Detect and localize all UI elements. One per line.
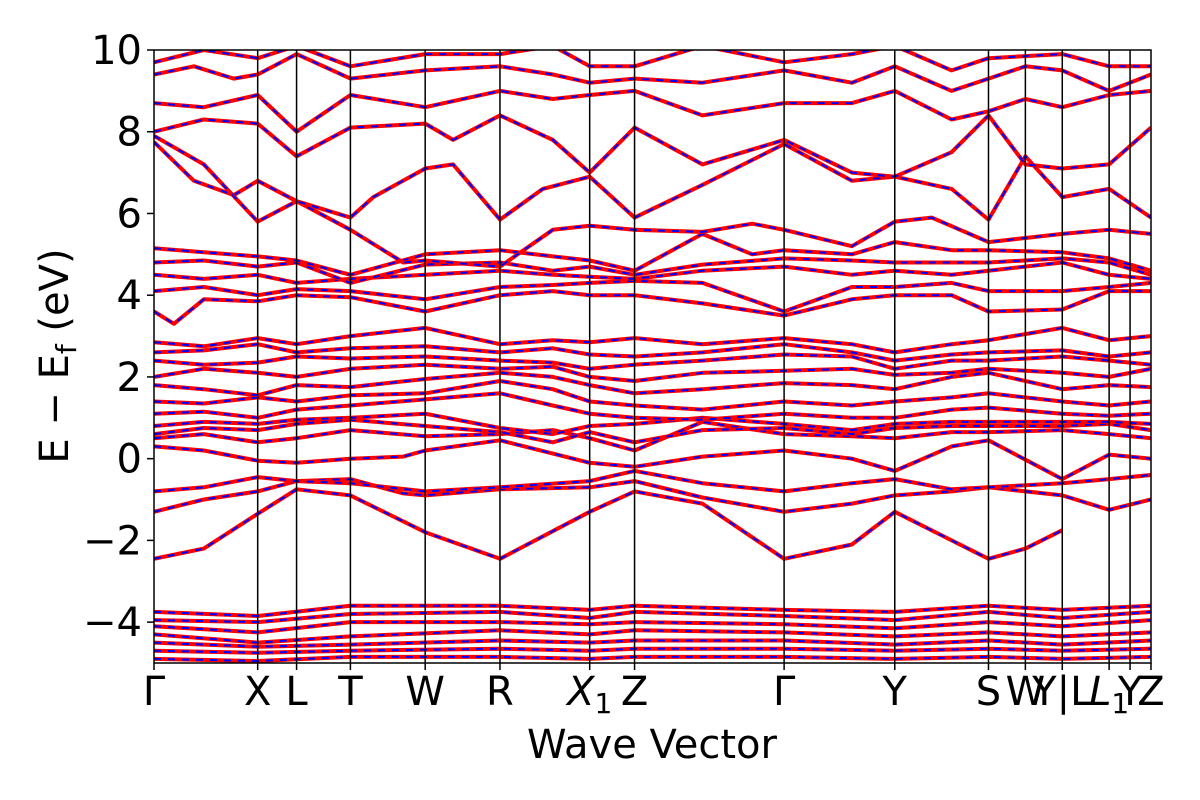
band-line-18 <box>154 231 1151 277</box>
x-tick-label-main-3: T <box>337 669 363 715</box>
x-tick-label-5: R <box>486 669 514 715</box>
x-tick-label-main-2: L <box>285 669 308 715</box>
y-axis-title-unit: (eV) <box>32 248 78 344</box>
y-tick-label-6: −2 <box>83 518 142 564</box>
x-tick-label-15: Z <box>1137 669 1164 715</box>
y-tick-label-1: 8 <box>117 110 142 156</box>
high-symmetry-lines <box>256 50 1131 663</box>
plot-frame <box>153 49 1152 664</box>
y-axis-title-main: E − E <box>32 354 78 464</box>
band-line-dashed-2 <box>154 469 1151 493</box>
x-tick-label-main-5: R <box>486 669 514 715</box>
x-tick-label-3: T <box>337 669 363 715</box>
x-tick-label-11: W <box>1006 669 1046 715</box>
x-tick-label-sub-6: 1 <box>594 687 612 720</box>
x-tick-label-main-15: Z <box>1137 669 1164 715</box>
x-tick-label-main-8: Γ <box>773 669 796 715</box>
x-tick-label-10: S <box>976 669 1001 715</box>
x-tick-label-main-1: X <box>244 669 271 715</box>
x-tick-label-9: Y <box>882 669 908 715</box>
x-tick-label-4: W <box>405 669 445 715</box>
x-tick-label-main-9: Y <box>882 669 908 715</box>
x-tick-label-2: L <box>285 669 308 715</box>
y-tick-label-0: 10 <box>91 28 142 74</box>
band-line-dashed-0 <box>154 488 1063 560</box>
band-line-dashed-22 <box>154 89 1151 133</box>
x-tick-label-13: L1 <box>1089 669 1129 720</box>
x-axis-title: Wave Vector <box>527 722 778 768</box>
x-tick-label-main-11: W <box>1006 669 1046 715</box>
x-tick-label-14: Y <box>1117 669 1143 715</box>
y-axis-title: E − Ef (eV) <box>32 248 83 463</box>
x-tick-label-main-10: S <box>976 669 1001 715</box>
x-tick-label-main-7: Z <box>621 669 648 715</box>
x-tick-label-12: Y|L <box>1031 669 1093 715</box>
band-line-20 <box>154 134 1151 224</box>
x-tick-label-1: X <box>244 669 271 715</box>
y-axis-ticks: 10 8 6 4 2 0 −2 −4 <box>83 28 154 646</box>
x-tick-label-6: X1 <box>565 669 612 720</box>
y-tick-label-7: −4 <box>83 600 142 646</box>
x-tick-label-7: Z <box>621 669 648 715</box>
y-tick-label-2: 6 <box>117 191 142 237</box>
x-tick-label-main-6: X <box>565 669 596 715</box>
x-tick-label-main-13: L <box>1089 669 1111 715</box>
x-tick-label-main-0: Γ <box>143 669 166 715</box>
y-tick-label-5: 0 <box>117 437 142 483</box>
x-tick-label-sub-13: 1 <box>1111 687 1129 720</box>
y-tick-label-3: 4 <box>117 273 142 319</box>
x-tick-label-8: Γ <box>773 669 796 715</box>
y-axis-title-sub: f <box>50 343 83 354</box>
x-tick-label-main-4: W <box>405 669 445 715</box>
x-tick-label-0: Γ <box>143 669 166 715</box>
x-tick-label-main-14: Y <box>1117 669 1143 715</box>
x-tick-label-main-12: Y|L <box>1031 669 1093 715</box>
band-line-14 <box>154 289 1151 326</box>
y-tick-label-4: 2 <box>117 355 142 401</box>
